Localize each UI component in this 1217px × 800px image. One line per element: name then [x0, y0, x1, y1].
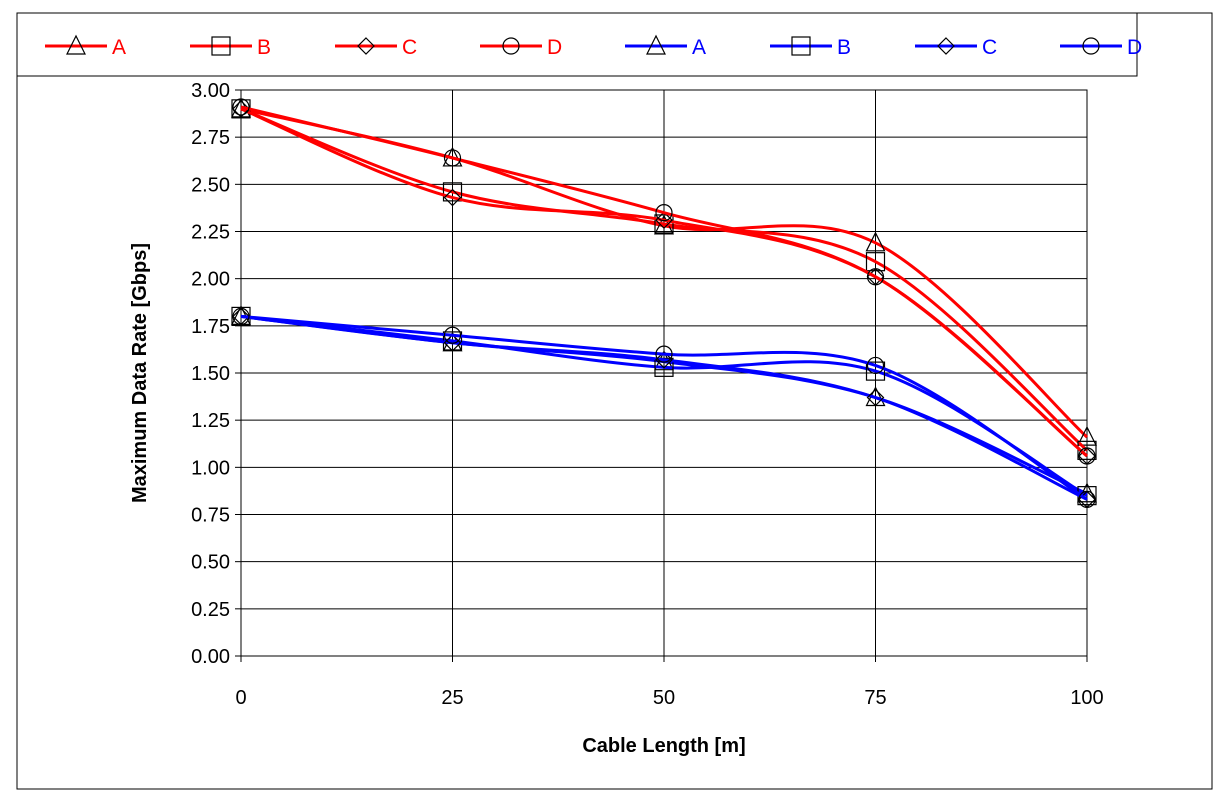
legend-marker-diamond	[357, 37, 375, 55]
series-line	[240, 105, 1088, 458]
legend-entry: C	[915, 36, 997, 59]
data-point-square	[442, 182, 463, 202]
legend-marker-circle	[502, 37, 520, 55]
legend-marker-circle	[1082, 37, 1100, 55]
data-point-circle	[655, 345, 673, 363]
data-point-triangle	[865, 231, 886, 252]
x-tick-label: 75	[864, 687, 886, 709]
legend-marker-diamond	[937, 37, 955, 55]
data-point-circle	[232, 307, 250, 325]
y-tick-label: 0.50	[191, 552, 230, 574]
data-point-circle	[655, 204, 673, 222]
data-point-circle	[232, 98, 250, 116]
y-tick-label: 1.75	[191, 316, 230, 338]
data-point-circle	[1078, 490, 1096, 509]
y-tick-label: 1.25	[191, 410, 230, 432]
y-tick-label: 3.00	[191, 80, 230, 102]
data-point-square	[865, 361, 886, 381]
legend-label: A	[112, 36, 126, 59]
data-point-triangle	[1077, 425, 1097, 446]
data-point-diamond	[443, 333, 462, 352]
legend-entry: B	[190, 36, 271, 59]
data-point-circle	[866, 356, 885, 375]
legend-entry: A	[625, 34, 706, 59]
data-point-diamond	[866, 388, 885, 407]
legend-entry: D	[1060, 36, 1142, 59]
data-point-diamond	[232, 100, 250, 118]
x-tick-label: 25	[441, 687, 463, 709]
y-tick-label: 2.25	[191, 222, 230, 244]
y-tick-label: 0.75	[191, 505, 230, 527]
legend-label: C	[982, 36, 997, 59]
legend-label: C	[402, 36, 417, 59]
data-point-square	[1077, 440, 1097, 460]
data-point-square	[865, 252, 886, 272]
data-point-square	[654, 214, 674, 234]
data-point-circle	[443, 326, 462, 344]
y-tick-label: 1.50	[191, 363, 230, 385]
series-c-blue	[232, 307, 1096, 509]
series-d-red	[232, 98, 1096, 465]
series-line	[240, 107, 1088, 452]
y-tick-label: 0.00	[191, 646, 230, 668]
data-point-circle	[443, 149, 462, 167]
y-tick-label: 2.00	[191, 269, 230, 291]
data-point-circle	[1078, 447, 1096, 465]
legend-marker-square	[791, 36, 811, 56]
legend-label: D	[1127, 36, 1142, 59]
y-tick-label: 0.25	[191, 599, 230, 621]
series-d-blue	[232, 307, 1096, 509]
legend-entry: B	[770, 36, 851, 59]
y-tick-label: 1.00	[191, 457, 230, 479]
x-axis: 0 25 50 75 100	[235, 656, 1104, 709]
x-tick-label: 0	[235, 687, 246, 709]
legend-label: B	[837, 36, 851, 59]
x-tick-label: 50	[653, 687, 675, 709]
y-axis-title: Maximum Data Rate [Gbps]	[129, 243, 151, 503]
x-tick-label: 100	[1070, 687, 1103, 709]
x-axis-title: Cable Length [m]	[582, 735, 745, 757]
legend-marker-triangle	[66, 34, 86, 55]
legend-entry: A	[45, 34, 126, 59]
legend-entry: D	[480, 36, 562, 59]
series-line	[240, 314, 1088, 501]
legend-label: B	[257, 36, 271, 59]
data-point-diamond	[655, 350, 673, 369]
y-tick-label: 2.75	[191, 127, 230, 149]
legend-marker-square	[211, 36, 231, 56]
data-point-diamond	[443, 188, 462, 207]
data-point-diamond	[655, 211, 673, 230]
legend-marker-triangle	[646, 34, 666, 55]
y-tick-label: 2.50	[191, 174, 230, 196]
legend-entry: C	[335, 36, 417, 59]
legend-label: D	[547, 36, 562, 59]
y-axis: 0.00 0.25 0.50 0.75 1.00 1.25 1.50 1.75 2.00 2.25…	[191, 80, 241, 668]
data-point-circle	[866, 268, 885, 286]
legend-label: A	[692, 36, 706, 59]
series-line	[240, 314, 1088, 501]
series-layer	[231, 97, 1097, 509]
